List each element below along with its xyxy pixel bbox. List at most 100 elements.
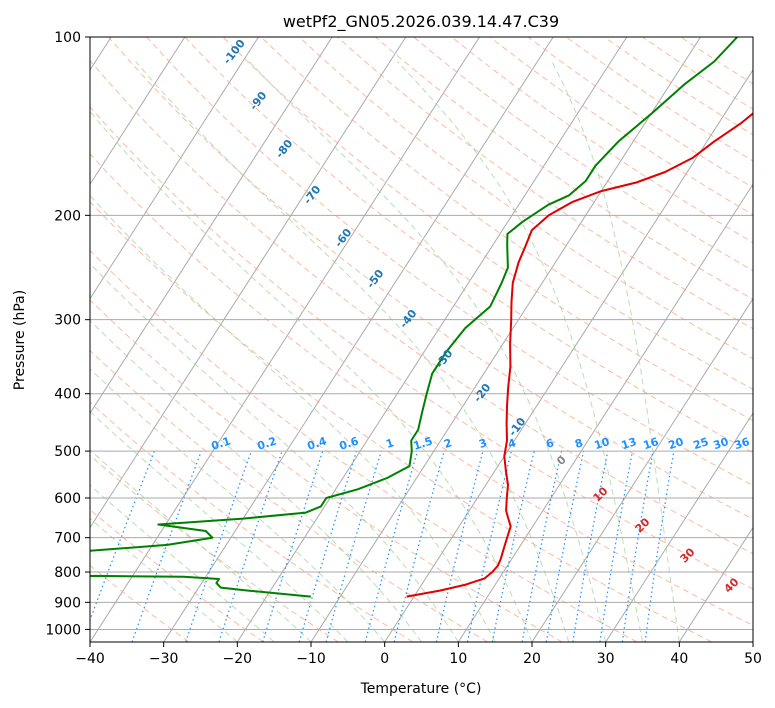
moist-adiabat-line: [397, 61, 643, 642]
mixing-ratio-line: [435, 450, 484, 642]
dry-adiabat-line: [565, 37, 753, 162]
mixing-ratio-label: 25: [692, 435, 711, 452]
dry-adiabat-line: [336, 37, 753, 330]
plot-frame: [89, 36, 754, 643]
dry-adiabat-line: [90, 153, 753, 626]
moist-adiabat-line: [551, 61, 680, 642]
x-tick-label: −40: [75, 651, 105, 667]
moist-adiabat-label: 40: [722, 575, 742, 595]
x-tick-label: 30: [597, 651, 615, 667]
isotherm-line: [90, 37, 259, 300]
mixing-ratio-line: [599, 450, 634, 642]
mixing-ratio-line: [325, 450, 382, 642]
moist-adiabat-label: 30: [678, 545, 698, 565]
dry-adiabat-line: [108, 37, 753, 520]
moist-adiabat-label: 0: [554, 453, 569, 468]
mixing-ratio-label: 2: [442, 436, 453, 451]
dry-adiabat-line: [90, 349, 488, 642]
dry-adiabat-line: [298, 37, 753, 360]
dry-adiabat-label: -90: [247, 89, 270, 113]
isotherm-line: [163, 37, 554, 642]
mixing-ratio-line: [262, 450, 324, 642]
mixing-ratio-line: [218, 450, 283, 642]
moist-adiabat-line: [90, 263, 459, 642]
mixing-ratio-line: [644, 451, 675, 642]
mixing-ratio-label: 20: [667, 435, 686, 452]
moist-adiabat-line: [90, 484, 275, 642]
dry-adiabat-line: [90, 508, 264, 642]
x-tick-label: 40: [670, 651, 688, 667]
dry-adiabat-label: -20: [471, 381, 494, 405]
y-tick-label: 500: [54, 444, 81, 460]
dry-adiabat-line: [413, 37, 753, 272]
dry-adiabat-line: [90, 249, 638, 642]
isotherm-line: [752, 641, 753, 642]
moist-adiabat-line: [90, 319, 422, 642]
mixing-ratio-label: 13: [620, 435, 639, 452]
mixing-ratio-line: [90, 450, 155, 622]
isotherm-line: [90, 37, 333, 415]
dry-adiabat-label: -100: [221, 37, 248, 67]
moist-adiabat-line: [90, 368, 386, 642]
y-tick-label: 300: [54, 313, 81, 329]
dry-adiabat-label: -10: [506, 415, 529, 439]
dry-adiabat-line: [260, 37, 753, 390]
moist-adiabat-label: 10: [591, 484, 611, 504]
y-tick-label: 400: [54, 387, 81, 403]
mixing-ratio-line: [621, 450, 654, 642]
isotherm-line: [384, 69, 753, 642]
dry-adiabat-line: [90, 59, 753, 555]
dry-adiabat-label: -50: [364, 267, 387, 291]
isotherm-line: [90, 37, 186, 186]
mixing-ratio-line: [521, 450, 563, 642]
isotherm-line: [678, 526, 753, 642]
mixing-ratio-label: 36: [733, 435, 752, 452]
mixing-ratio-label: 30: [712, 435, 731, 452]
mixing-ratio-label: 16: [642, 435, 661, 452]
dry-adiabat-label: -60: [332, 226, 355, 250]
x-tick-label: 20: [523, 651, 541, 667]
mixing-ratio-label: 4: [506, 436, 518, 451]
profile-lines: [90, 37, 753, 598]
mixing-ratio-line: [491, 450, 535, 642]
dry-adiabat-line: [222, 37, 753, 422]
mixing-ratio-line: [572, 450, 609, 642]
mixing-ratio-label: 1: [384, 436, 395, 451]
isotherm-line: [457, 183, 753, 642]
moist-adiabat-line: [135, 61, 570, 642]
moist-adiabat-line: [90, 110, 533, 642]
mixing-ratio-line: [298, 450, 358, 642]
dry-adiabat-line: [680, 37, 753, 85]
dewpoint-series: [90, 37, 739, 598]
dry-adiabat-line: [90, 401, 414, 642]
mixing-ratio-label: 6: [544, 436, 556, 451]
mixing-ratio-label: 8: [573, 436, 584, 451]
chart-title: wetPf2_GN05.2026.039.14.47.C39: [283, 12, 559, 32]
x-tick-label: 10: [449, 651, 467, 667]
isotherm-line: [531, 297, 753, 642]
mixing-ratio-label: 10: [593, 435, 612, 452]
dry-adiabat-line: [489, 37, 753, 216]
mixing-ratio-label: 0.4: [306, 434, 329, 452]
mixing-ratio-line: [545, 450, 585, 642]
mixing-ratio-label: 0.2: [256, 434, 279, 452]
y-axis-ticks: 100 200 300 400 500 600 700 800 900 1000: [45, 30, 90, 638]
dry-adiabat-line: [90, 299, 563, 642]
y-tick-label: 100: [54, 30, 81, 46]
y-tick-label: 800: [54, 565, 81, 581]
x-tick-label: 50: [744, 651, 762, 667]
mixing-ratio-line: [185, 450, 252, 642]
mixing-ratio-line: [393, 450, 445, 642]
dry-adiabat-line: [90, 201, 712, 642]
x-tick-label: −20: [223, 651, 253, 667]
y-tick-label: 200: [54, 208, 81, 224]
dry-adiabat-label: -40: [397, 307, 420, 331]
moist-adiabat-line: [90, 449, 312, 642]
dry-adiabat-line: [375, 37, 753, 300]
y-axis-label: Pressure (hPa): [12, 290, 28, 390]
x-tick-label: 0: [380, 651, 389, 667]
y-tick-label: 1000: [45, 622, 81, 638]
mixing-ratio-label: 1.5: [412, 434, 435, 452]
moist-adiabat-line: [90, 410, 349, 642]
